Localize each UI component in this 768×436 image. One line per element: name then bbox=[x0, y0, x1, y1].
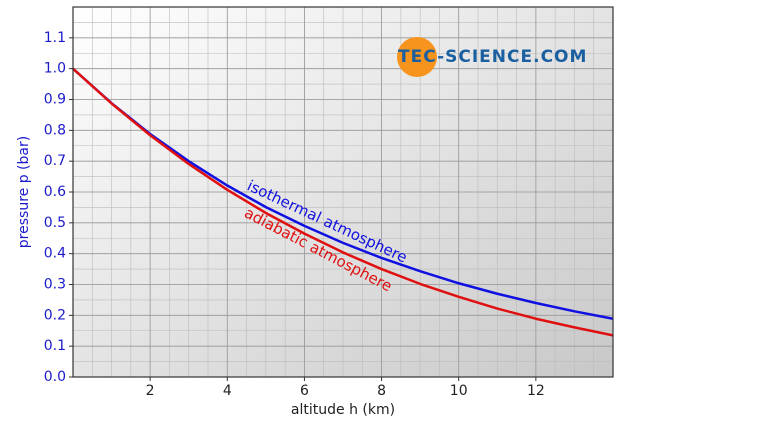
y-tick-label: 0.7 bbox=[44, 153, 66, 169]
y-tick-label: 1.1 bbox=[44, 30, 66, 46]
y-tick-label: 0.4 bbox=[44, 246, 66, 262]
series-line bbox=[72, 67, 614, 320]
y-tick-label: 0.8 bbox=[44, 122, 66, 138]
y-tick-label: 0.6 bbox=[44, 184, 66, 200]
y-tick-label: 0.2 bbox=[44, 307, 66, 323]
series-line bbox=[72, 67, 614, 337]
y-tick-label: 1.0 bbox=[44, 61, 66, 77]
logo-text: TEC-SCIENCE.COM bbox=[398, 47, 587, 67]
x-tick-label: 6 bbox=[300, 383, 309, 399]
x-tick-label: 12 bbox=[527, 383, 545, 399]
y-tick-label: 0.0 bbox=[44, 369, 66, 385]
y-tick-label: 0.9 bbox=[44, 92, 66, 108]
y-tick-label: 0.5 bbox=[44, 215, 66, 231]
logo-circle bbox=[397, 37, 437, 77]
x-tick-label: 4 bbox=[223, 383, 232, 399]
x-tick-label: 10 bbox=[450, 383, 468, 399]
y-axis-label: pressure p (bar) bbox=[16, 136, 32, 248]
x-tick-label: 2 bbox=[146, 383, 155, 399]
y-tick-label: 0.3 bbox=[44, 277, 66, 293]
x-tick-label: 8 bbox=[377, 383, 386, 399]
y-tick-label: 0.1 bbox=[44, 338, 66, 354]
x-axis-label: altitude h (km) bbox=[291, 402, 395, 418]
